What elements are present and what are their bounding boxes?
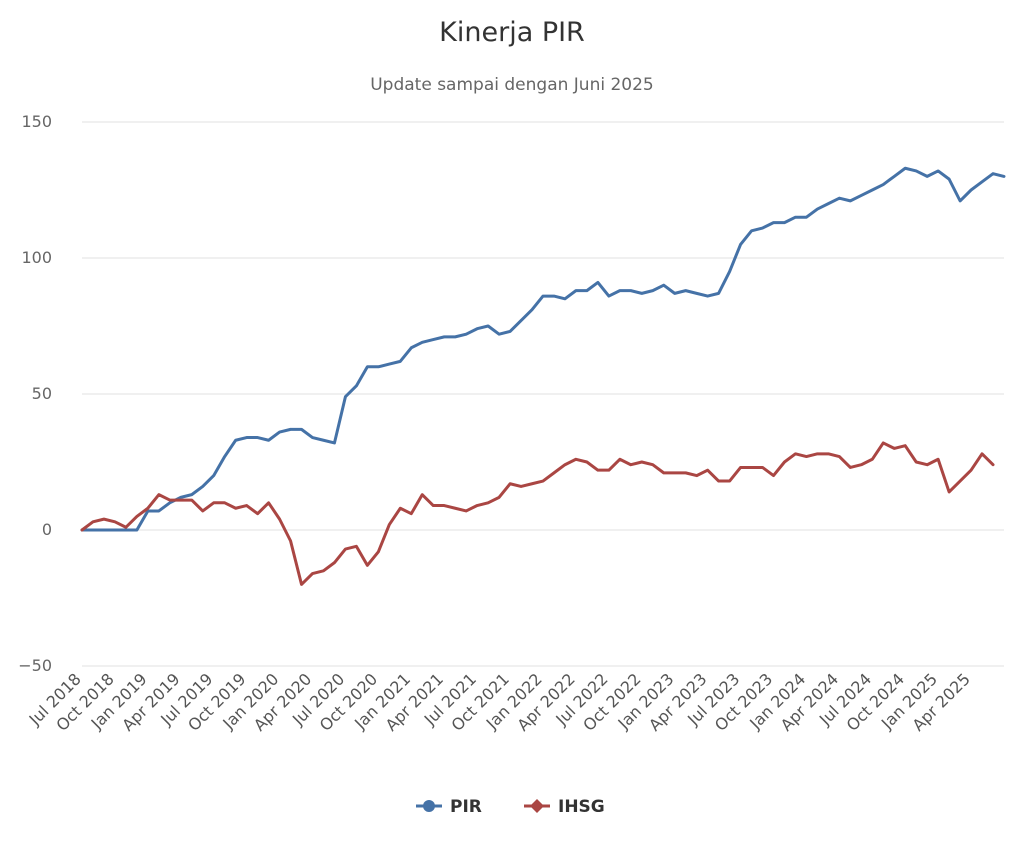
legend: PIR IHSG (416, 797, 605, 817)
chart-subtitle: Update sampai dengan Juni 2025 (370, 75, 654, 95)
legend-marker-diamond (530, 799, 544, 813)
y-tick-label: 100 (21, 248, 52, 267)
chart-title: Kinerja PIR (439, 17, 585, 48)
y-tick-label: 0 (42, 520, 52, 539)
y-tick-label: 50 (32, 384, 52, 403)
series-line-pir (80, 166, 1006, 532)
legend-label-ihsg: IHSG (558, 797, 605, 817)
y-tick-label: −50 (18, 656, 52, 675)
series-layer (80, 166, 1006, 586)
legend-marker-circle (423, 800, 435, 812)
y-axis-ticks: −50 0 50 100 150 (18, 112, 52, 675)
legend-label-pir: PIR (450, 797, 482, 817)
y-tick-label: 150 (21, 112, 52, 131)
series-line-ihsg (80, 441, 995, 586)
grid-layer (82, 121, 1004, 667)
